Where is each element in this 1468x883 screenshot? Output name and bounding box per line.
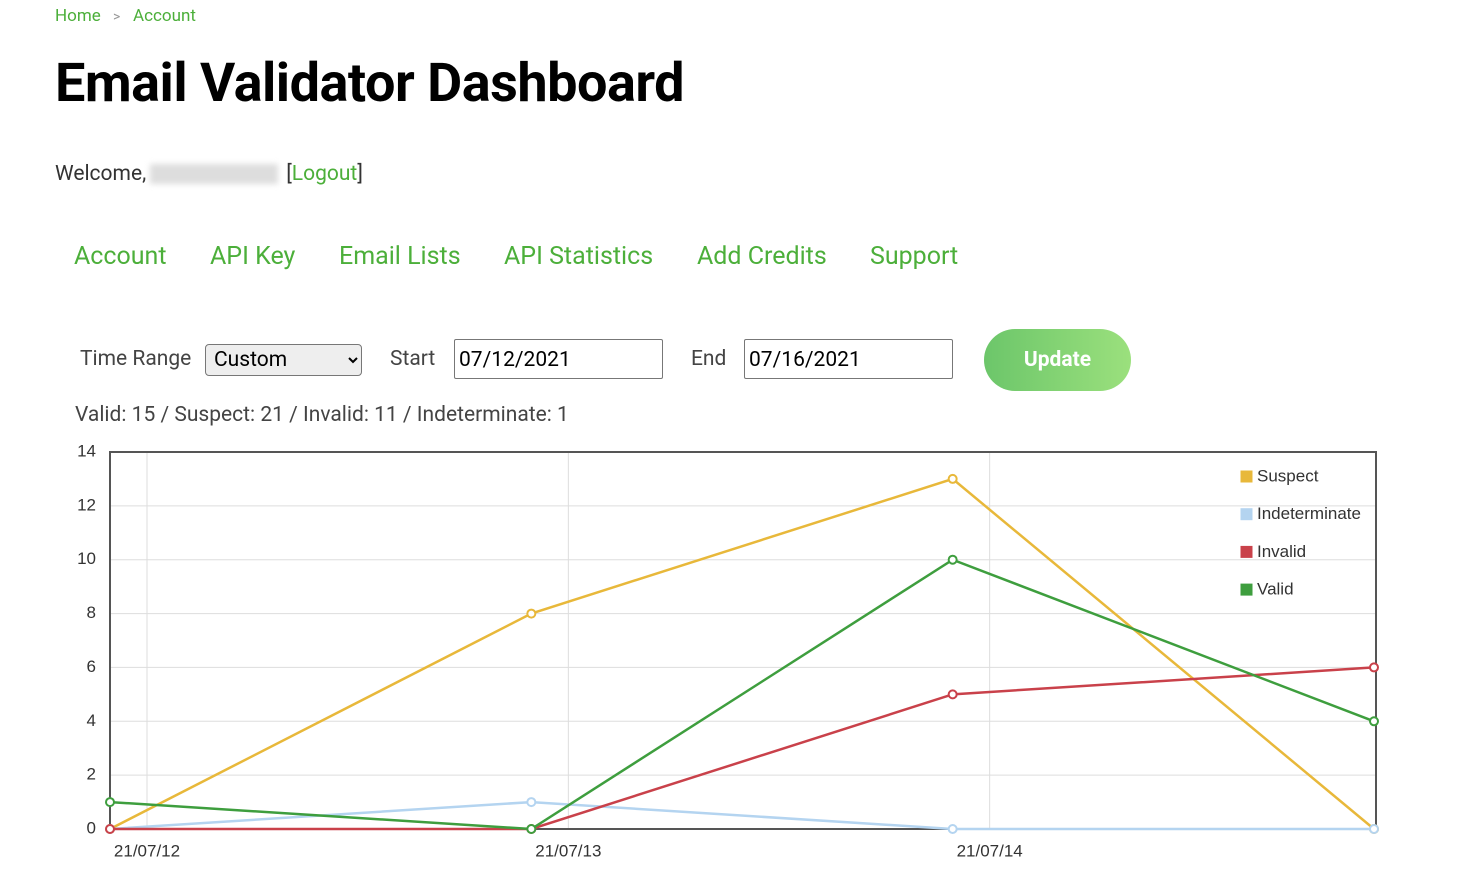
bracket: [ xyxy=(286,162,292,186)
legend-swatch xyxy=(1239,507,1254,522)
summary: Valid: 15 / Suspect: 21 / Invalid: 11 / … xyxy=(75,403,569,427)
end-label: End xyxy=(691,347,727,371)
y-tick-label: 6 xyxy=(87,657,96,676)
data-point xyxy=(947,689,958,700)
nav-link[interactable]: API Key xyxy=(210,242,296,271)
y-tick-label: 2 xyxy=(87,765,96,784)
y-tick-label: 8 xyxy=(87,603,96,622)
nav-link[interactable]: Email Lists xyxy=(339,242,461,271)
data-point xyxy=(105,797,115,808)
legend-label: Invalid xyxy=(1257,542,1306,561)
legend-label: Valid xyxy=(1257,580,1294,599)
series-line xyxy=(109,477,1375,831)
legend-label: Indeterminate xyxy=(1257,504,1361,523)
redacted-name xyxy=(150,164,279,185)
y-tick-label: 4 xyxy=(87,711,96,730)
data-point xyxy=(1369,662,1379,673)
data-point xyxy=(1369,716,1379,727)
data-point xyxy=(526,797,537,808)
data-point xyxy=(526,608,537,619)
end-input[interactable]: 07/16/2021 xyxy=(744,339,953,379)
data-point xyxy=(947,554,958,565)
legend-swatch xyxy=(1239,469,1254,484)
data-point xyxy=(105,824,115,834)
series-line xyxy=(109,800,1374,831)
y-tick-label: 0 xyxy=(87,818,96,837)
welcome-text: Welcome, xyxy=(55,162,147,186)
start-label: Start xyxy=(390,347,436,371)
chart: 0 2 4 6 8 10 12 14 21/07/12 21/07/13 21/07/14 Suspe… xyxy=(77,441,1379,860)
logout-link[interactable]: Logout xyxy=(291,162,358,186)
data-point xyxy=(947,824,958,834)
series-line xyxy=(109,558,1375,831)
series-line xyxy=(110,666,1375,831)
y-tick-label: 10 xyxy=(77,549,96,568)
data-point xyxy=(526,824,537,834)
legend-swatch xyxy=(1239,582,1254,597)
nav-link[interactable]: Account xyxy=(74,242,167,271)
x-tick-label: 21/07/12 xyxy=(114,841,180,860)
nav-link[interactable]: API Statistics xyxy=(504,242,654,271)
time-range-select[interactable]: Custom xyxy=(205,344,362,376)
nav-link[interactable]: Add Credits xyxy=(697,242,827,271)
y-tick-label: 14 xyxy=(77,441,96,460)
breadcrumb-link[interactable]: Home xyxy=(55,6,101,26)
x-tick-label: 21/07/14 xyxy=(957,841,1023,860)
start-input[interactable]: 07/12/2021 xyxy=(454,339,663,379)
bracket: ] xyxy=(357,162,363,186)
data-point xyxy=(947,473,958,484)
update-button[interactable]: Update xyxy=(984,329,1131,391)
data-point xyxy=(1369,824,1379,834)
time-range-label: Time Range xyxy=(80,347,192,371)
page-title: Email Validator Dashboard xyxy=(55,52,685,115)
y-tick-label: 12 xyxy=(77,495,96,514)
nav-link[interactable]: Support xyxy=(870,242,959,271)
legend-swatch xyxy=(1239,544,1254,559)
breadcrumb-separator: > xyxy=(113,9,121,25)
breadcrumb-current: Account xyxy=(133,6,196,26)
plot-frame xyxy=(109,451,1377,830)
legend-label: Suspect xyxy=(1257,466,1319,485)
x-tick-label: 21/07/13 xyxy=(535,841,601,860)
welcome: Welcome, [Logout] xyxy=(55,162,363,186)
